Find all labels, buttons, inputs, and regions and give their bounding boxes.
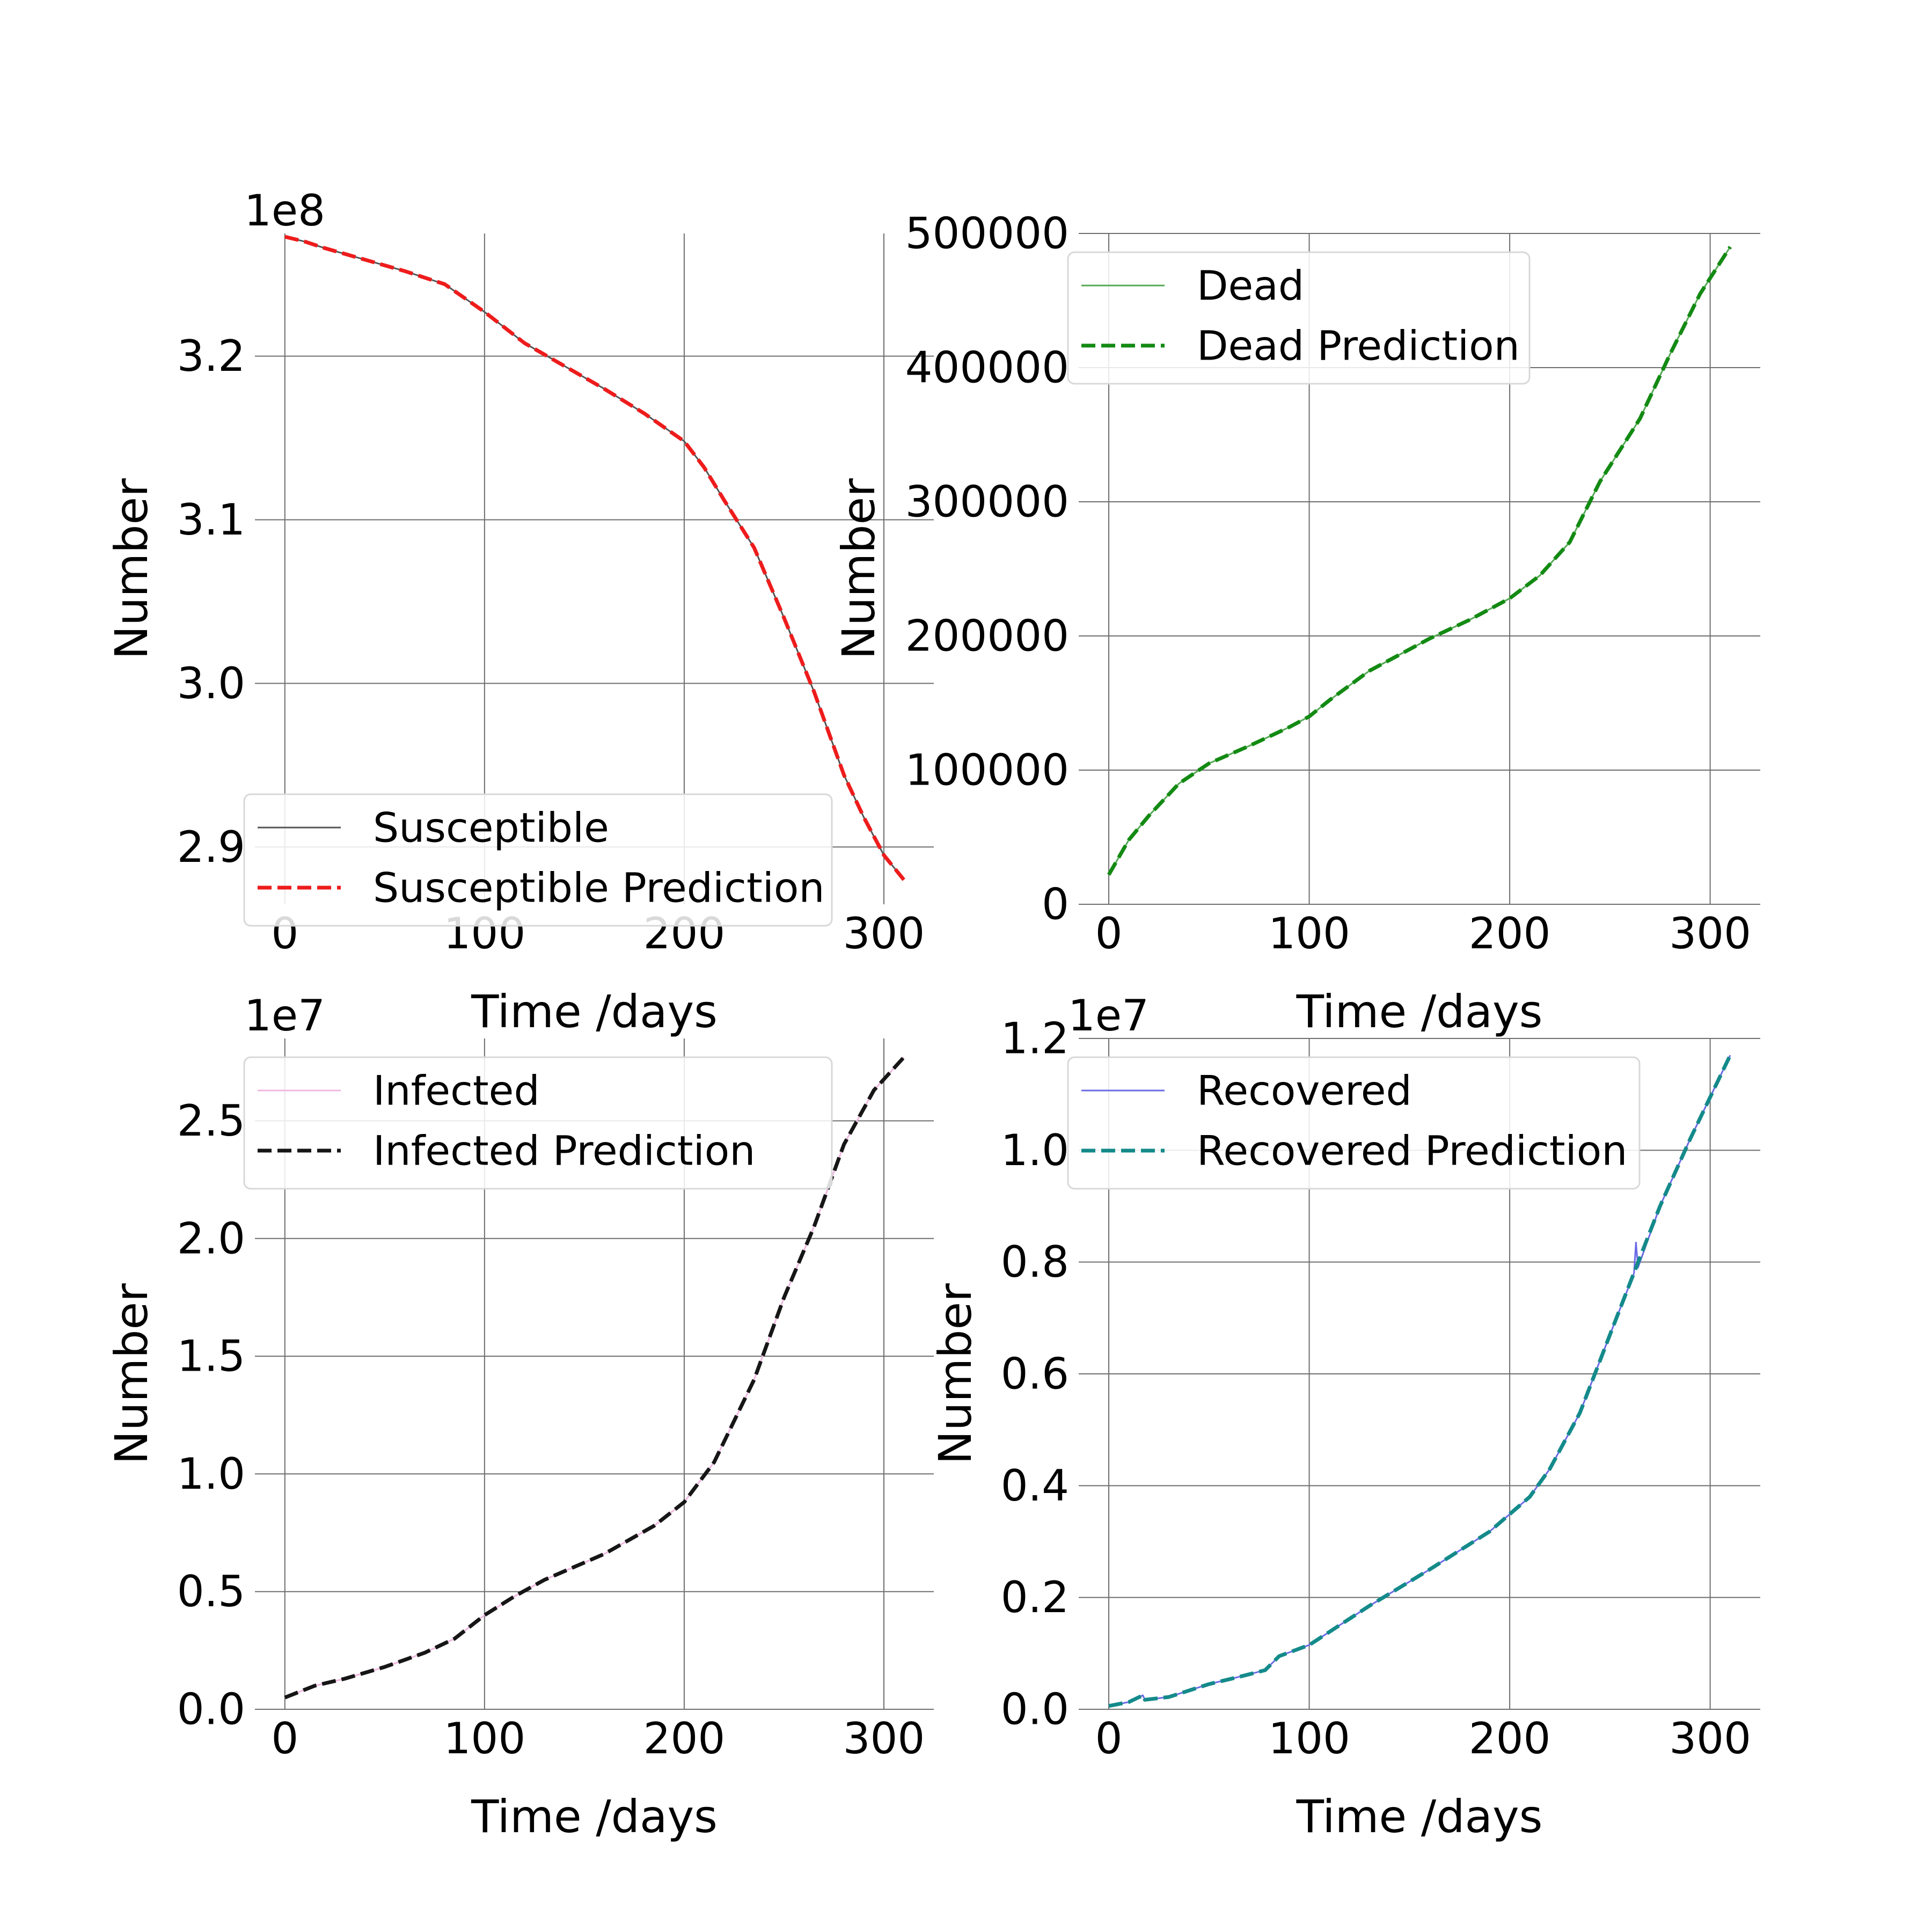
legend-label: Dead bbox=[1197, 262, 1304, 310]
y-tick-label: 400000 bbox=[905, 343, 1069, 393]
y-tick-label: 1.0 bbox=[1001, 1125, 1069, 1175]
y-tick-label: 2.0 bbox=[177, 1213, 245, 1263]
y-tick-label: 0.0 bbox=[1001, 1685, 1069, 1735]
x-tick-label: 200 bbox=[1469, 1714, 1551, 1763]
legend: Dead Dead Prediction bbox=[1067, 251, 1531, 385]
x-axis-label: Time /days bbox=[1296, 985, 1543, 1038]
x-tick-label: 200 bbox=[643, 1714, 726, 1763]
series-line-recovered-prediction bbox=[1108, 1054, 1732, 1708]
legend-box bbox=[1067, 1056, 1641, 1190]
y-tick-label: 3.1 bbox=[177, 495, 245, 545]
y-axis-label: Number bbox=[105, 1283, 158, 1465]
axis-offset-label: 1e7 bbox=[1068, 991, 1149, 1041]
y-axis-label: Number bbox=[929, 1283, 982, 1465]
x-tick-label: 0 bbox=[271, 1714, 298, 1763]
series-line-infected-prediction bbox=[284, 1056, 905, 1700]
series-line-susceptible bbox=[284, 236, 905, 881]
y-tick-label: 2.9 bbox=[177, 822, 245, 872]
x-tick-label: 100 bbox=[1268, 909, 1350, 958]
axis-offset-label: 1e8 bbox=[244, 186, 325, 236]
x-tick-label: 200 bbox=[1469, 909, 1551, 958]
legend: Infected Infected Prediction bbox=[243, 1056, 833, 1190]
y-tick-label: 0.8 bbox=[1001, 1237, 1069, 1287]
chart-panel-2: 0 100 200 300 0 100000 200000 300000 400000 50000… bbox=[832, 209, 1760, 1038]
y-tick-label: 1.0 bbox=[177, 1449, 245, 1499]
legend-box bbox=[243, 793, 833, 927]
x-tick-label: 0 bbox=[1095, 909, 1123, 958]
y-axis-label: Number bbox=[832, 478, 885, 660]
y-tick-label: 0.2 bbox=[1001, 1572, 1069, 1622]
y-tick-label: 500000 bbox=[905, 209, 1069, 259]
legend-label: Infected bbox=[373, 1067, 540, 1115]
x-axis-label: Time /days bbox=[471, 1790, 718, 1843]
x-tick-label: 0 bbox=[1095, 1714, 1123, 1763]
y-tick-label: 1.2 bbox=[1001, 1014, 1069, 1064]
y-tick-label: 0.5 bbox=[177, 1567, 245, 1616]
x-tick-label: 100 bbox=[444, 1714, 526, 1763]
legend-box bbox=[1067, 251, 1531, 385]
x-tick-label: 300 bbox=[1669, 909, 1751, 958]
y-tick-label: 1.5 bbox=[177, 1331, 245, 1381]
series-line-dead-prediction bbox=[1107, 246, 1732, 876]
legend: Susceptible Susceptible Prediction bbox=[243, 793, 833, 927]
legend-label: Recovered bbox=[1197, 1067, 1412, 1115]
legend-box bbox=[243, 1056, 833, 1190]
y-tick-label: 0.4 bbox=[1001, 1461, 1069, 1511]
series-line-susceptible-prediction bbox=[284, 235, 905, 881]
legend-label: Infected Prediction bbox=[373, 1127, 755, 1175]
chart-panel-3: 0 100 200 300 0.0 0.5 1.0 1.5 2.0 2.5 Time /days Nu… bbox=[105, 991, 934, 1843]
legend: Recovered Recovered Prediction bbox=[1067, 1056, 1641, 1190]
legend-label: Dead Prediction bbox=[1197, 322, 1520, 370]
y-tick-label: 100000 bbox=[905, 745, 1069, 795]
legend-label: Susceptible bbox=[373, 804, 609, 852]
x-tick-label: 300 bbox=[843, 1714, 925, 1763]
y-tick-label: 200000 bbox=[905, 611, 1069, 661]
x-tick-label: 100 bbox=[1268, 1714, 1350, 1763]
y-tick-label: 300000 bbox=[905, 477, 1069, 527]
y-tick-label: 0 bbox=[1042, 880, 1069, 930]
y-tick-label: 3.2 bbox=[177, 331, 245, 381]
x-tick-label: 300 bbox=[1669, 1714, 1751, 1763]
legend-label: Susceptible Prediction bbox=[373, 864, 825, 912]
y-axis-label: Number bbox=[105, 478, 158, 660]
y-tick-label: 0.6 bbox=[1001, 1349, 1069, 1399]
x-axis-label: Time /days bbox=[1296, 1790, 1543, 1843]
y-tick-label: 3.0 bbox=[177, 658, 245, 708]
y-tick-label: 2.5 bbox=[177, 1096, 245, 1146]
legend-label: Recovered Prediction bbox=[1197, 1127, 1627, 1175]
axis-offset-label: 1e7 bbox=[244, 991, 325, 1041]
x-axis-label: Time /days bbox=[471, 985, 718, 1038]
y-tick-label: 0.0 bbox=[177, 1685, 245, 1735]
x-tick-label: 300 bbox=[843, 909, 925, 958]
chart-panel-4: 0 100 200 300 0.0 0.2 0.4 0.6 0.8 1.0 1.2 Time /day… bbox=[929, 991, 1760, 1843]
